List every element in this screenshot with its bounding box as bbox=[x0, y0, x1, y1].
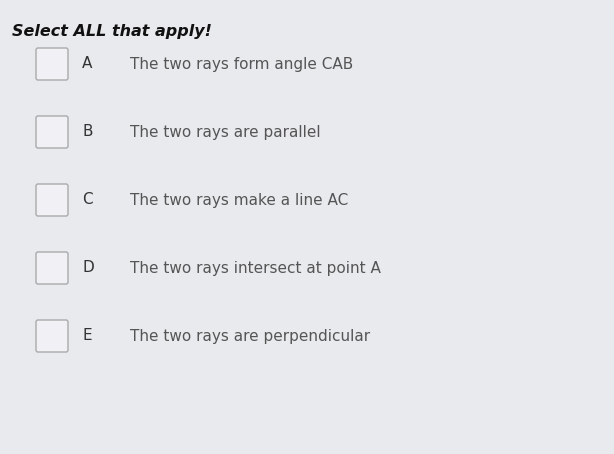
Text: A: A bbox=[82, 56, 92, 71]
Text: D: D bbox=[82, 261, 94, 276]
Text: E: E bbox=[82, 329, 91, 344]
Text: C: C bbox=[82, 192, 93, 207]
FancyBboxPatch shape bbox=[36, 252, 68, 284]
Text: The two rays intersect at point A: The two rays intersect at point A bbox=[130, 261, 381, 276]
FancyBboxPatch shape bbox=[36, 320, 68, 352]
FancyBboxPatch shape bbox=[36, 184, 68, 216]
Text: Select ALL that apply!: Select ALL that apply! bbox=[12, 24, 212, 39]
FancyBboxPatch shape bbox=[36, 48, 68, 80]
Text: The two rays form angle CAB: The two rays form angle CAB bbox=[130, 56, 353, 71]
FancyBboxPatch shape bbox=[36, 116, 68, 148]
Text: B: B bbox=[82, 124, 93, 139]
Text: The two rays are parallel: The two rays are parallel bbox=[130, 124, 321, 139]
Text: The two rays are perpendicular: The two rays are perpendicular bbox=[130, 329, 370, 344]
Text: The two rays make a line AC: The two rays make a line AC bbox=[130, 192, 348, 207]
